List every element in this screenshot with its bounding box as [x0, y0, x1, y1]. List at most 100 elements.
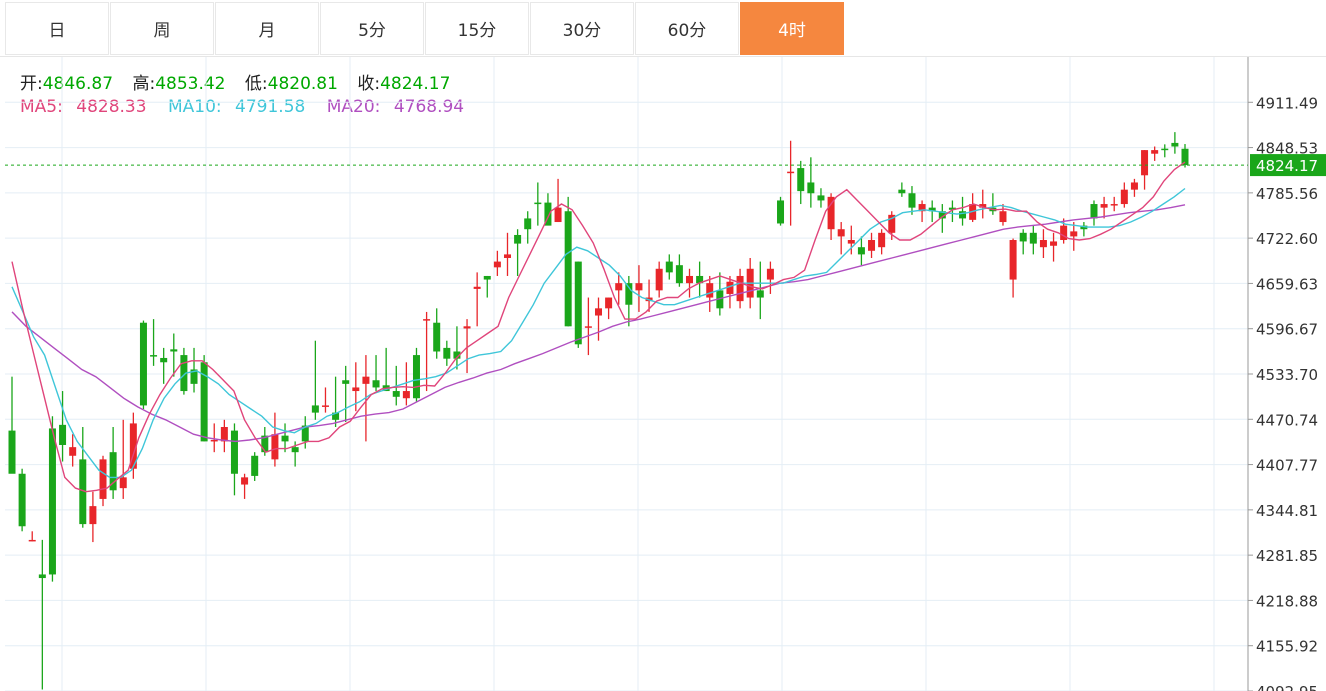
candle-body-77 — [787, 171, 795, 174]
y-tick-label-3: 4722.60 — [1256, 230, 1318, 248]
candle-body-8 — [89, 506, 97, 525]
candle-body-32 — [332, 412, 340, 420]
tab-2[interactable]: 月 — [215, 2, 319, 55]
candle-body-12 — [129, 423, 137, 469]
candle-body-10 — [109, 452, 117, 491]
candle-body-81 — [827, 196, 835, 230]
candle-body-59 — [605, 297, 613, 309]
candle-body-24 — [251, 455, 259, 476]
open-label: 开: — [20, 74, 43, 94]
candle-body-20 — [210, 439, 218, 442]
candle-body-71 — [726, 281, 734, 294]
y-tick-label-0: 4911.49 — [1256, 94, 1318, 112]
candle-body-80 — [817, 195, 825, 201]
ma20-line — [11, 204, 1186, 443]
y-tick-label-10: 4281.85 — [1256, 547, 1318, 565]
candle-body-65 — [665, 261, 673, 273]
candle-body-57 — [584, 326, 592, 328]
candle-body-0 — [8, 430, 16, 474]
y-tick-label-1: 4848.53 — [1256, 140, 1318, 158]
candle-body-106 — [1080, 225, 1088, 230]
candle-body-55 — [564, 211, 572, 327]
candle-body-3 — [38, 574, 46, 579]
candle-body-22 — [230, 430, 238, 474]
candle-body-11 — [119, 477, 127, 489]
candle-body-114 — [1161, 148, 1169, 151]
candle-body-101 — [1029, 232, 1037, 244]
candle-body-67 — [686, 275, 694, 284]
candle-body-1 — [18, 473, 26, 527]
ohlc-readout: 开:4846.87 高:4853.42 低:4820.81 收:4824.17 — [20, 69, 464, 94]
ma10-line — [11, 187, 1186, 479]
candle-body-46 — [473, 286, 481, 289]
candle-body-103 — [1050, 241, 1058, 246]
candle-body-21 — [220, 427, 228, 442]
tab-4[interactable]: 15分 — [425, 2, 529, 55]
candle-body-78 — [797, 168, 805, 192]
candle-body-52 — [534, 202, 542, 205]
candle-body-53 — [544, 202, 552, 226]
candle-body-51 — [524, 218, 532, 230]
candle-body-82 — [837, 229, 845, 237]
candle-body-70 — [716, 290, 724, 309]
tab-bar-divider — [0, 56, 1326, 57]
candle-body-112 — [1141, 150, 1149, 176]
candle-body-29 — [301, 425, 309, 442]
candle-body-48 — [493, 261, 501, 268]
candle-body-15 — [160, 357, 168, 363]
candle-body-25 — [261, 435, 269, 453]
candle-body-33 — [342, 380, 350, 384]
y-tick-label-11: 4218.88 — [1256, 592, 1318, 610]
candle-body-9 — [99, 459, 107, 499]
tab-0[interactable]: 日 — [5, 2, 109, 55]
candle-body-79 — [807, 182, 815, 194]
candle-body-7 — [79, 459, 87, 525]
y-tick-label-5: 4596.67 — [1256, 321, 1318, 339]
tab-3[interactable]: 5分 — [320, 2, 424, 55]
y-tick-label-2: 4785.56 — [1256, 185, 1318, 203]
candle-body-28 — [291, 447, 299, 453]
candle-body-115 — [1171, 142, 1179, 147]
candle-body-43 — [443, 347, 451, 359]
candle-body-27 — [281, 435, 289, 442]
tab-5[interactable]: 30分 — [530, 2, 634, 55]
candle-body-116 — [1181, 148, 1189, 166]
candle-body-107 — [1090, 204, 1098, 219]
candle-body-61 — [625, 283, 633, 305]
candle-body-111 — [1130, 182, 1138, 190]
candle-body-58 — [595, 308, 602, 316]
candlestick-chart[interactable]: 4911.49 4848.53 4785.56 4722.60 4659.63 4596.… — [0, 57, 1326, 691]
candle-body-2 — [28, 539, 36, 542]
high-label: 高: — [132, 74, 156, 94]
candle-body-108 — [1100, 204, 1108, 208]
candle-body-4 — [48, 428, 56, 575]
y-tick-label-7: 4470.74 — [1256, 411, 1318, 429]
candle-body-84 — [857, 247, 865, 255]
candle-body-109 — [1110, 204, 1118, 206]
candle-body-113 — [1151, 150, 1159, 154]
candle-body-86 — [878, 232, 886, 248]
candle-body-62 — [635, 283, 643, 291]
candle-body-54 — [554, 207, 562, 223]
y-tick-label-4: 4659.63 — [1256, 275, 1318, 293]
candle-body-69 — [706, 283, 714, 298]
candle-body-74 — [756, 290, 764, 298]
candle-body-17 — [180, 355, 188, 392]
candle-body-23 — [241, 477, 249, 485]
candle-body-6 — [69, 447, 77, 456]
candle-body-85 — [868, 240, 876, 251]
candle-body-91 — [928, 207, 936, 212]
candle-body-94 — [959, 211, 967, 219]
candle-body-31 — [321, 405, 329, 407]
timeframe-tabs: 日周月 5分 15分 30分 60分 4时 — [5, 2, 845, 57]
candle-body-104 — [1060, 225, 1068, 241]
last-price-label: 4824.17 — [1256, 157, 1318, 175]
candle-body-93 — [948, 207, 956, 210]
tab-1[interactable]: 周 — [110, 2, 214, 55]
tab-7[interactable]: 4时 — [740, 2, 844, 55]
candle-body-42 — [433, 322, 441, 352]
y-tick-label-9: 4344.81 — [1256, 502, 1318, 520]
close-label: 收: — [357, 74, 381, 94]
open-value: 4846.87 — [42, 74, 114, 94]
tab-6[interactable]: 60分 — [635, 2, 739, 55]
